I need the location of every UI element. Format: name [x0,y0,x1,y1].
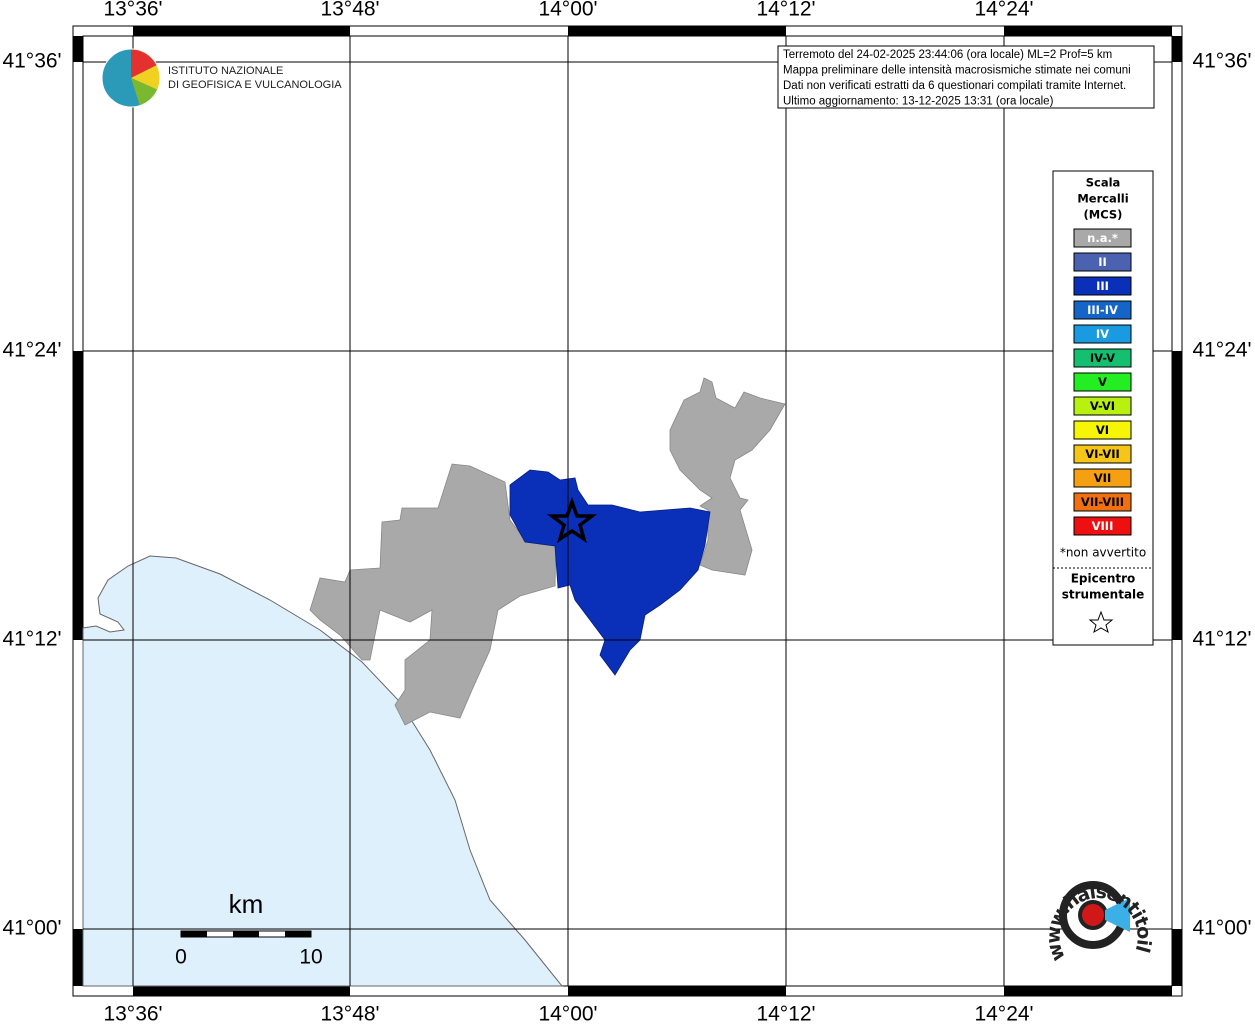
lon-label: 13°48' [320,0,379,21]
legend-swatch [1073,444,1132,464]
legend-swatch [1073,348,1132,368]
info-line: Mappa preliminare delle intensità macros… [783,65,1131,77]
scale-unit: km [229,889,264,919]
sea [82,555,564,987]
legend-label: VI-VII [1085,447,1120,461]
legend-swatch [1073,516,1132,536]
lon-label: 13°36' [103,0,162,21]
lat-label: 41°00' [2,917,61,940]
info-line: Terremoto del 24-02-2025 23:44:06 (ora l… [783,49,1112,61]
lat-label: 41°24' [2,339,61,362]
legend-label: V-VI [1090,399,1115,413]
legend-title: (MCS) [1084,208,1123,222]
legend-footnote: *non avvertito [1060,546,1146,560]
legend-title: Scala [1086,176,1121,190]
legend-swatch [1073,276,1132,296]
frame-ticks [73,26,1182,996]
lon-label: 14°00' [538,0,597,21]
scale-label: 0 [175,946,187,969]
lat-label: 41°36' [2,50,61,73]
lat-label: 41°12' [2,628,61,651]
scale-label: 10 [299,946,322,969]
legend-label: VI [1096,423,1109,437]
legend-swatch [1073,468,1132,488]
lon-label: 14°12' [756,0,815,21]
legend-label: IV [1096,327,1109,341]
lat-label: 41°24' [1192,339,1251,362]
logo-text: ISTITUTO NAZIONALE [168,65,283,77]
legend-label: VII-VIII [1081,495,1124,509]
info-text: Terremoto del 24-02-2025 23:44:06 (ora l… [783,49,1131,108]
scale-bar: km 0 10 [175,889,323,969]
legend-title: Mercalli [1077,192,1128,206]
legend-swatch [1073,228,1132,248]
legend-label: IV-V [1090,351,1115,365]
lat-label: 41°00' [1192,917,1251,940]
epicenter [546,496,598,544]
lon-label: 13°36' [103,1003,162,1024]
ingv-logo: ISTITUTO NAZIONALE DI GEOFISICA E VULCAN… [101,48,342,108]
lon-label: 14°24' [974,1003,1033,1024]
legend-swatch [1073,492,1132,512]
info-box [777,45,1155,109]
lon-label: 14°00' [538,1003,597,1024]
lat-label: 41°36' [1192,50,1251,73]
legend-epicenter: strumentale [1062,588,1145,602]
legend-label: VIII [1092,519,1114,533]
legend-star [1088,610,1114,634]
municipality [309,463,557,726]
legend-label: n.a.* [1087,231,1118,245]
legend-label: III-IV [1087,303,1118,317]
legend-swatch [1073,324,1132,344]
legend-swatch [1073,252,1132,272]
lat-label: 41°12' [1192,628,1251,651]
legend-swatch [1073,420,1132,440]
legend-label: II [1098,255,1107,269]
lon-label: 14°24' [974,0,1033,21]
lon-label: 13°48' [320,1003,379,1024]
logo-text: DI GEOFISICA E VULCANOLOGIA [168,79,342,91]
legend: ScalaMercalli(MCS)n.a.*IIIIIIII-IVIVIV-V… [1073,176,1132,536]
info-line: Ultimo aggiornamento: 13-12-2025 13:31 (… [783,96,1054,108]
legend-epicenter: Epicentro [1071,572,1136,586]
lon-label: 14°12' [756,1003,815,1024]
legend-swatch [1073,300,1132,320]
legend-label: V [1098,375,1107,389]
legend-label: VII [1094,471,1111,485]
municipality [669,377,786,576]
legend-swatch [1073,372,1132,392]
legend-swatch [1073,396,1132,416]
info-line: Dati non verificati estratti da 6 questi… [783,80,1126,92]
legend-label: III [1096,279,1109,293]
